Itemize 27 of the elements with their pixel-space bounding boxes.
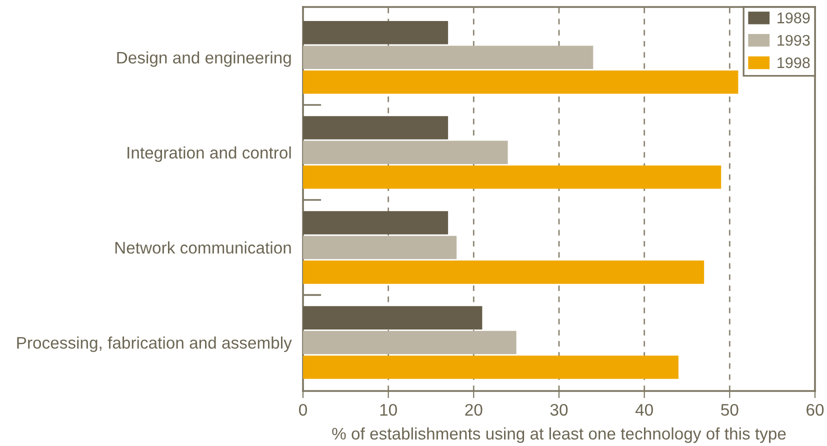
legend-label: 1993 [778, 34, 810, 46]
bar [303, 70, 738, 94]
bar [303, 236, 457, 260]
bar [303, 21, 448, 44]
y-tick-label: Integration and control [128, 146, 291, 162]
x-tick-label: 50 [721, 404, 738, 416]
bar [303, 165, 722, 189]
y-tick-label: Processing, fabrication and assembly [17, 336, 292, 352]
x-tick-label: 40 [635, 404, 653, 416]
x-tick-label: 30 [550, 404, 568, 416]
bar [303, 306, 482, 330]
x-tick-label: 20 [465, 404, 482, 416]
bar [303, 260, 704, 284]
x-tick-label: 10 [380, 404, 397, 416]
x-axis-title: % of establishments using at least one technology of this type [332, 427, 786, 443]
x-tick-label: 0 [299, 404, 307, 416]
bar [303, 140, 508, 164]
bar [303, 211, 448, 234]
x-tick-label: 60 [806, 404, 824, 416]
y-tick-label: Design and engineering [117, 51, 291, 67]
bar [303, 330, 516, 354]
legend-label: 1998 [778, 57, 810, 68]
bar [303, 356, 678, 379]
bar [303, 46, 594, 70]
y-tick-label: Network communication [115, 241, 291, 254]
bar [303, 116, 448, 140]
legend-label: 1989 [778, 12, 810, 24]
